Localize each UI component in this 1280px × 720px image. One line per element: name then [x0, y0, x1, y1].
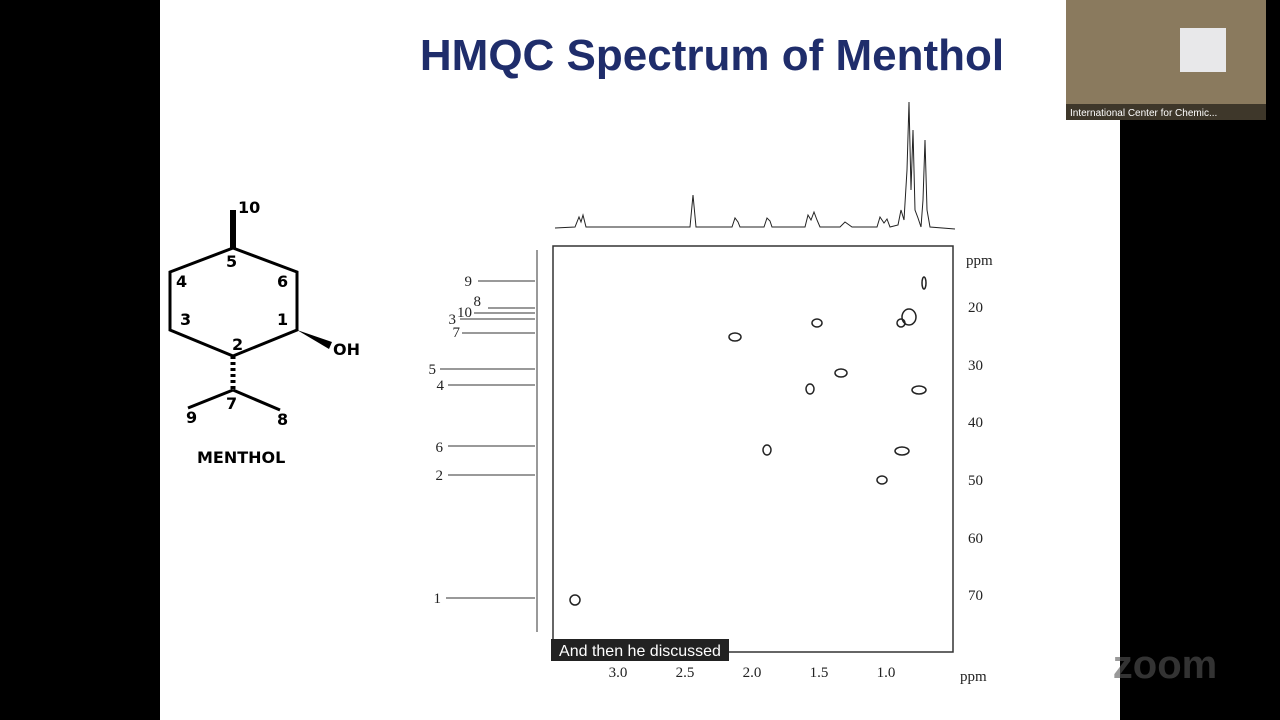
carbon-label: 1 — [434, 591, 442, 607]
atom-label: 2 — [232, 335, 243, 354]
carbon-lines — [440, 280, 535, 599]
video-screen — [1180, 28, 1226, 72]
atom-label: 7 — [226, 394, 237, 413]
slide-title: HMQC Spectrum of Menthol — [420, 31, 1004, 80]
watermark: zoom — [1113, 643, 1217, 687]
x-tick-label: 2.0 — [743, 665, 762, 681]
y-tick-label: 40 — [968, 415, 983, 431]
tile-label: International Center for Chemic... — [1070, 108, 1217, 119]
molecule — [168, 210, 299, 412]
carbon-label: 2 — [436, 468, 444, 484]
video-tile[interactable] — [1066, 0, 1266, 120]
slide-bg — [160, 0, 1120, 720]
caption-bg — [551, 639, 729, 661]
proton-spectrum — [554, 101, 956, 230]
x-tick-label: 3.0 — [609, 665, 628, 681]
atom-label: 9 — [186, 408, 197, 427]
wedge-bond — [297, 330, 332, 349]
carbon-label: 7 — [453, 325, 461, 341]
y-tick-label: 70 — [968, 588, 983, 604]
x-tick-label: 1.5 — [810, 665, 829, 681]
y-tick-label: 60 — [968, 531, 983, 547]
atom-label: 4 — [176, 272, 187, 291]
atom-label: 8 — [277, 410, 288, 429]
carbon-label: 3 — [449, 312, 457, 328]
caption: And then he discussed — [559, 643, 721, 660]
carbon-label: 8 — [474, 294, 482, 310]
x-axis-unit: ppm — [960, 669, 987, 685]
carbon-label: 6 — [436, 440, 444, 456]
atom-label: 3 — [180, 310, 191, 329]
atom-label: 5 — [226, 252, 237, 271]
y-tick-label: 30 — [968, 358, 983, 374]
atom-label: 6 — [277, 272, 288, 291]
y-axis-unit: ppm — [966, 253, 993, 269]
carbon-label: 4 — [437, 378, 445, 394]
molecule-name: MENTHOL — [197, 448, 285, 467]
atom-label: 1 — [277, 310, 288, 329]
carbon-label: 5 — [429, 362, 437, 378]
carbon-label: 9 — [465, 274, 473, 290]
plot-frame — [552, 245, 954, 653]
y-tick-label: 50 — [968, 473, 983, 489]
tile-label-bg — [1066, 104, 1266, 120]
atom-label: OH — [333, 340, 360, 359]
x-tick-label: 1.0 — [877, 665, 896, 681]
cross-peaks — [569, 276, 927, 606]
carbon-label: 10 — [457, 305, 472, 321]
atom-label: 10 — [238, 198, 260, 217]
x-tick-label: 2.5 — [676, 665, 695, 681]
y-tick-label: 20 — [968, 300, 983, 316]
